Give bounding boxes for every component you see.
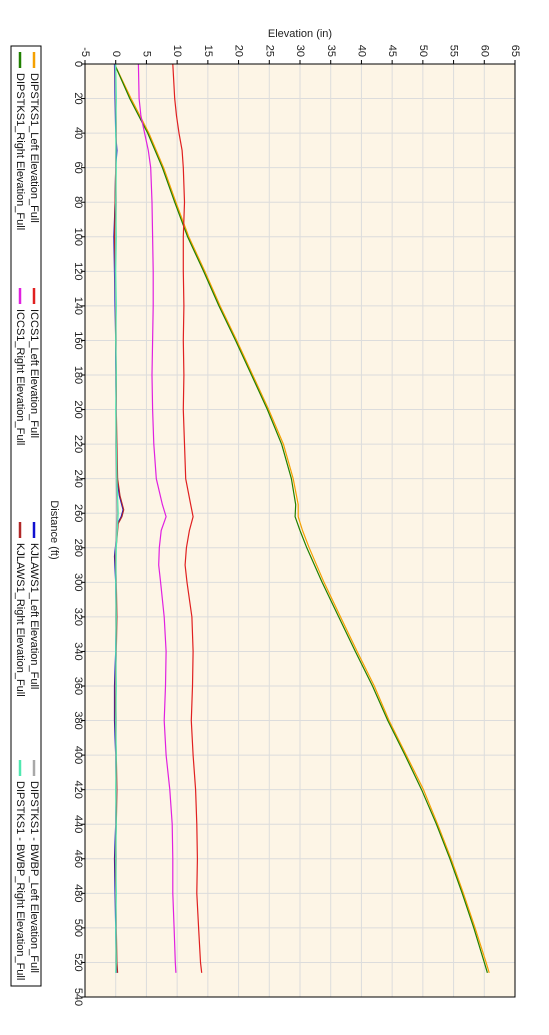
x-tick-label: 480 bbox=[72, 884, 84, 902]
y-tick-label: 20 bbox=[233, 45, 245, 57]
x-tick-label: 200 bbox=[72, 400, 84, 418]
y-tick-label: 40 bbox=[356, 45, 368, 57]
legend-label: ICCS1_Right Elevation_Full bbox=[14, 309, 26, 445]
x-tick-label: 440 bbox=[72, 815, 84, 833]
x-axis-title: Distance (ft) bbox=[48, 500, 60, 559]
x-tick-label: 540 bbox=[72, 988, 84, 1006]
y-tick-label: 25 bbox=[263, 45, 275, 57]
y-tick-label: 45 bbox=[386, 45, 398, 57]
y-tick-label: 55 bbox=[448, 45, 460, 57]
y-tick-label: 65 bbox=[509, 45, 521, 57]
y-tick-label: 15 bbox=[202, 45, 214, 57]
x-tick-label: 60 bbox=[72, 162, 84, 174]
legend-label: DIPSTKS1 - BWBP_Right Elevation_Full bbox=[14, 781, 26, 980]
x-tick-label: 0 bbox=[72, 61, 84, 67]
series-lines bbox=[113, 63, 490, 973]
x-tick-label: 180 bbox=[72, 366, 84, 384]
x-tick-label: 300 bbox=[72, 573, 84, 591]
x-tick-label: 240 bbox=[72, 469, 84, 487]
x-tick-label: 360 bbox=[72, 677, 84, 695]
x-tick-label: 120 bbox=[72, 262, 84, 280]
x-tick-label: 40 bbox=[72, 127, 84, 139]
x-tick-label: 320 bbox=[72, 608, 84, 626]
axes bbox=[81, 60, 516, 998]
legend-label: DIPSTKS1_Right Elevation_Full bbox=[14, 73, 26, 230]
y-tick-label: 30 bbox=[294, 45, 306, 57]
series-line-1 bbox=[113, 63, 490, 973]
x-tick-label: 380 bbox=[72, 711, 84, 729]
legend-label: KJLAWS1_Right Elevation_Full bbox=[14, 543, 26, 697]
legend-label: DIPSTKS1_Left Elevation_Full bbox=[28, 73, 40, 223]
y-tick-label: 10 bbox=[171, 45, 183, 57]
y-tick-label: -5 bbox=[79, 47, 91, 57]
series-line-2 bbox=[113, 63, 488, 973]
x-tick-label: 280 bbox=[72, 539, 84, 557]
legend-label: KJLAWS1_Left Elevation_Full bbox=[28, 543, 40, 689]
y-tick-label: 60 bbox=[478, 45, 490, 57]
legend-label: DIPSTKS1 - BWBP_Left Elevation_Full bbox=[28, 781, 40, 973]
plot-frame bbox=[84, 63, 516, 998]
x-tick-label: 20 bbox=[72, 92, 84, 104]
legend-label: ICCS1_Left Elevation_Full bbox=[28, 309, 40, 438]
x-tick-label: 160 bbox=[72, 331, 84, 349]
x-tick-label: 520 bbox=[72, 953, 84, 971]
x-tick-label: 500 bbox=[72, 919, 84, 937]
series-line-8 bbox=[115, 63, 119, 973]
x-tick-label: 140 bbox=[72, 297, 84, 315]
y-tick-label: 35 bbox=[325, 45, 337, 57]
x-tick-label: 420 bbox=[72, 780, 84, 798]
x-tick-label: 260 bbox=[72, 504, 84, 522]
legend-box bbox=[10, 45, 42, 987]
y-tick-label: 5 bbox=[141, 51, 153, 57]
x-tick-label: 400 bbox=[72, 746, 84, 764]
x-tick-label: 340 bbox=[72, 642, 84, 660]
tick-labels: -5 0 5 10 15 20 25 30 35 40 45 50 55 60 65 0 20 40 60 80 100… bbox=[72, 45, 521, 1006]
x-tick-label: 80 bbox=[72, 196, 84, 208]
series-line-4 bbox=[137, 63, 177, 973]
legend: DIPSTKS1_Left Elevation_FullDIPSTKS1_Rig… bbox=[10, 45, 42, 987]
y-tick-label: 0 bbox=[110, 51, 122, 57]
x-tick-label: 100 bbox=[72, 228, 84, 246]
x-tick-label: 460 bbox=[72, 850, 84, 868]
y-tick-label: 50 bbox=[417, 45, 429, 57]
y-axis-title: Elevation (in) bbox=[268, 28, 332, 40]
x-tick-label: 220 bbox=[72, 435, 84, 453]
series-line-3 bbox=[172, 63, 203, 973]
